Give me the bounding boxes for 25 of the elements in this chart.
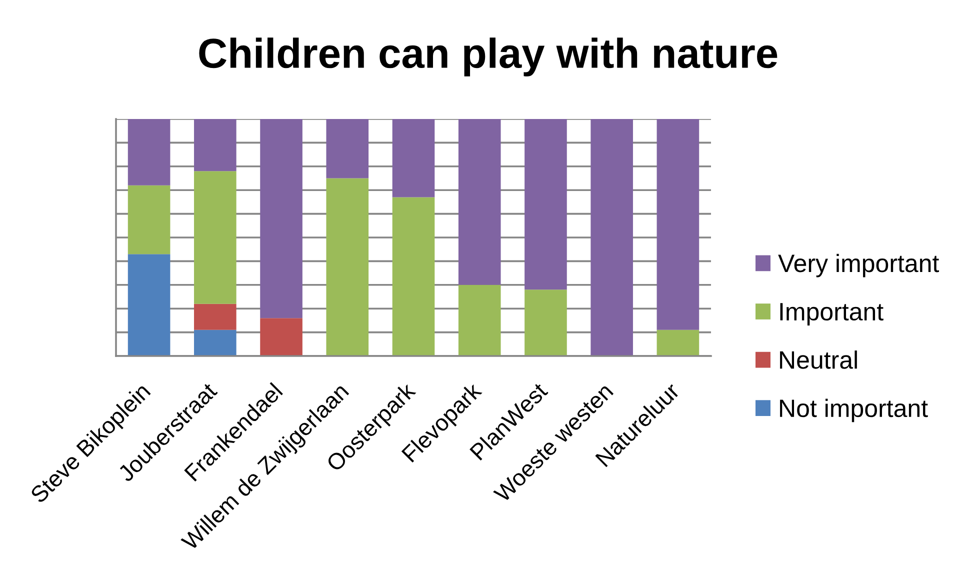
bar <box>128 254 170 356</box>
legend-label: Neutral <box>780 350 857 369</box>
bar <box>194 330 236 356</box>
legend-label: Important <box>780 303 884 326</box>
bar <box>128 119 170 186</box>
bar <box>260 318 302 356</box>
legend-label: Not important <box>780 398 928 422</box>
bar <box>590 119 633 356</box>
bar <box>326 119 369 178</box>
bar <box>194 119 236 172</box>
bar <box>656 119 700 330</box>
bar <box>194 171 236 304</box>
bar <box>260 119 302 318</box>
bar <box>458 119 501 285</box>
bar <box>128 185 170 254</box>
bar <box>656 330 700 356</box>
bar <box>524 290 567 356</box>
bar <box>524 119 567 290</box>
bar <box>458 284 501 356</box>
chart-title: Children can play with nature <box>199 38 778 76</box>
legend-label: Very important <box>778 254 939 278</box>
bar <box>392 197 435 356</box>
bar <box>326 178 369 356</box>
bar <box>194 304 236 330</box>
bar <box>392 119 435 198</box>
